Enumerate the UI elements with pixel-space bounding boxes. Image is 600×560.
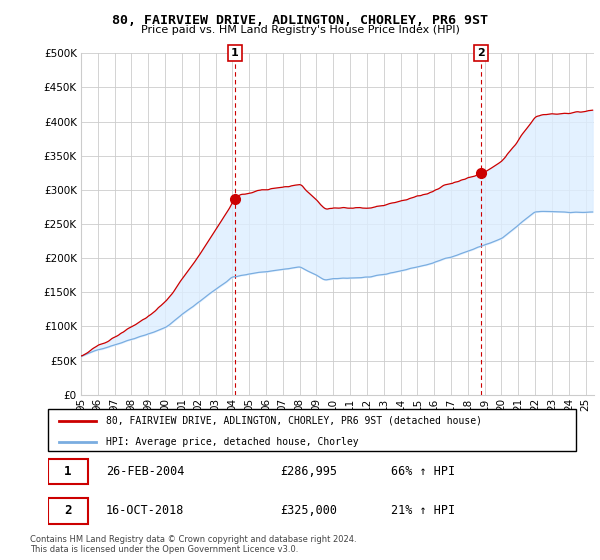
Text: 66% ↑ HPI: 66% ↑ HPI (391, 465, 455, 478)
Text: £286,995: £286,995 (280, 465, 337, 478)
FancyBboxPatch shape (48, 459, 88, 484)
Text: 80, FAIRVIEW DRIVE, ADLINGTON, CHORLEY, PR6 9ST: 80, FAIRVIEW DRIVE, ADLINGTON, CHORLEY, … (112, 14, 488, 27)
Text: Contains HM Land Registry data © Crown copyright and database right 2024.
This d: Contains HM Land Registry data © Crown c… (30, 535, 356, 554)
FancyBboxPatch shape (48, 498, 88, 524)
Text: 1: 1 (64, 465, 72, 478)
Text: 21% ↑ HPI: 21% ↑ HPI (391, 505, 455, 517)
Text: 16-OCT-2018: 16-OCT-2018 (106, 505, 184, 517)
Text: 2: 2 (477, 48, 485, 58)
Text: 80, FAIRVIEW DRIVE, ADLINGTON, CHORLEY, PR6 9ST (detached house): 80, FAIRVIEW DRIVE, ADLINGTON, CHORLEY, … (106, 416, 482, 426)
FancyBboxPatch shape (48, 409, 576, 451)
Text: 2: 2 (64, 505, 72, 517)
Text: Price paid vs. HM Land Registry's House Price Index (HPI): Price paid vs. HM Land Registry's House … (140, 25, 460, 35)
Text: 26-FEB-2004: 26-FEB-2004 (106, 465, 184, 478)
Text: £325,000: £325,000 (280, 505, 337, 517)
Text: HPI: Average price, detached house, Chorley: HPI: Average price, detached house, Chor… (106, 437, 359, 446)
Text: 1: 1 (231, 48, 239, 58)
